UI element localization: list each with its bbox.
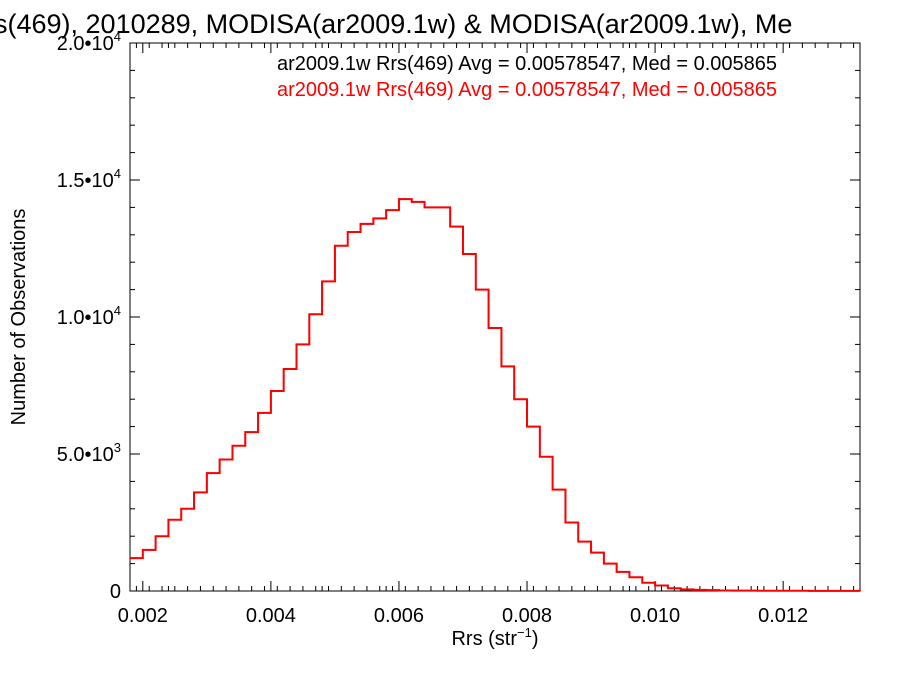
x-axis: 0.002 0.004 0.006 0.008 0.010 0.012	[118, 43, 855, 627]
y-tick-label: 2.0•104	[57, 29, 121, 55]
y-axis-label: Number of Observations	[8, 209, 30, 426]
legend-entry-red: ar2009.1w Rrs(469) Avg = 0.00578547, Med…	[277, 79, 777, 101]
y-tick-label: 5.0•103	[57, 440, 121, 466]
x-tick-label: 0.010	[630, 605, 680, 627]
x-tick-label: 0.008	[502, 605, 552, 627]
plot-frame	[129, 42, 861, 592]
series-line-red	[130, 198, 861, 592]
x-tick-label: 0.002	[118, 605, 168, 627]
y-tick-label: 0	[110, 581, 121, 603]
x-axis-label: Rrs (str−1)	[451, 625, 538, 650]
x-tick-label: 0.012	[758, 605, 808, 627]
y-tick-label: 1.5•104	[57, 166, 121, 192]
x-tick-label: 0.004	[246, 605, 296, 627]
y-tick-label: 1.0•104	[57, 303, 121, 329]
legend-entry-black: ar2009.1w Rrs(469) Avg = 0.00578547, Med…	[277, 53, 777, 75]
y-axis: 0 5.0•103 1.0•104 1.5•104 2.0•104	[57, 29, 860, 603]
series-line-black	[130, 198, 861, 592]
x-tick-label: 0.006	[374, 605, 424, 627]
chart-title: s(469), 2010289, MODISA(ar2009.1w) & MOD…	[0, 9, 792, 39]
